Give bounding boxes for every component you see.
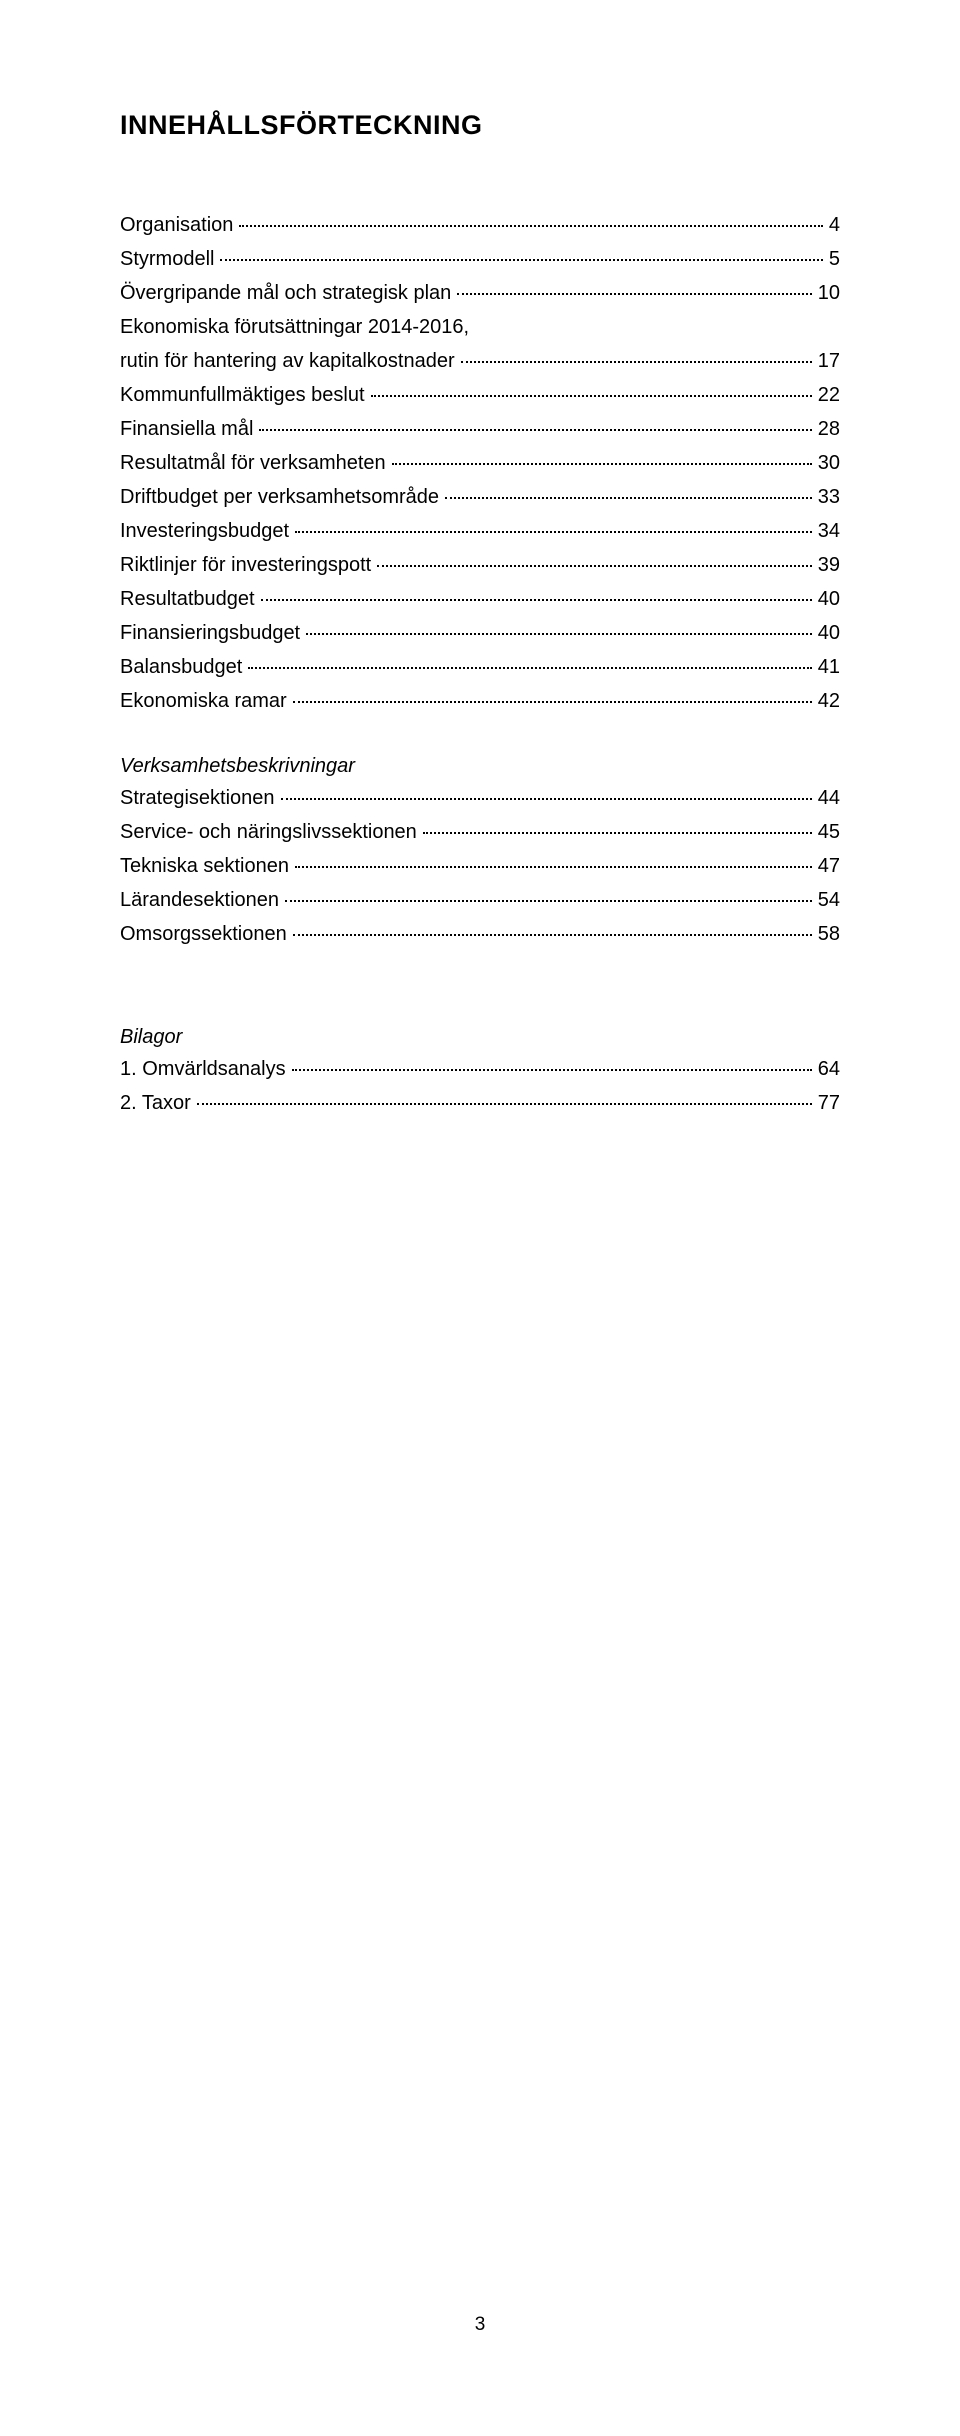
page-number: 3 [0, 2314, 960, 2336]
toc-label: Resultatmål för verksamheten [120, 447, 386, 479]
toc-leader-dots [457, 293, 811, 295]
toc-page-number: 5 [829, 243, 840, 275]
section-heading-verks: Verksamhetsbeskrivningar [120, 755, 840, 778]
toc-row: Kommunfullmäktiges beslut 22 [120, 379, 840, 411]
toc-page-number: 22 [818, 379, 840, 411]
toc-row: Tekniska sektionen 47 [120, 850, 840, 882]
toc-page-number: 77 [818, 1087, 840, 1119]
toc-bilagor: 1. Omvärldsanalys 64 2. Taxor 77 [120, 1053, 840, 1119]
document-page: INNEHÅLLSFÖRTECKNING Organisation4Styrmo… [0, 0, 960, 2436]
toc-page-number: 4 [829, 209, 840, 241]
toc-leader-dots [261, 599, 812, 601]
toc-page-number: 47 [818, 850, 840, 882]
toc-label: Lärandesektionen [120, 884, 279, 916]
toc-leader-dots [281, 798, 812, 800]
toc-row: Balansbudget 41 [120, 651, 840, 683]
toc-page-number: 41 [818, 651, 840, 683]
toc-page-number: 34 [818, 515, 840, 547]
toc-label: 1. Omvärldsanalys [120, 1053, 286, 1085]
toc-row: Resultatbudget 40 [120, 583, 840, 615]
toc-row: Ekonomiska förutsättningar 2014-2016, [120, 311, 840, 343]
toc-leader-dots [285, 900, 812, 902]
toc-row: Strategisektionen 44 [120, 782, 840, 814]
toc-row: rutin för hantering av kapitalkostnader 1… [120, 345, 840, 377]
toc-leader-dots [461, 361, 812, 363]
toc-leader-dots [239, 225, 822, 227]
toc-leader-dots [295, 866, 812, 868]
toc-main: Organisation4Styrmodell5Övergripande mål… [120, 209, 840, 717]
page-title: INNEHÅLLSFÖRTECKNING [120, 110, 840, 141]
toc-row: Lärandesektionen 54 [120, 884, 840, 916]
toc-leader-dots [306, 633, 812, 635]
toc-page-number: 33 [818, 481, 840, 513]
toc-label: Finansieringsbudget [120, 617, 300, 649]
toc-label: Kommunfullmäktiges beslut [120, 379, 365, 411]
toc-leader-dots [259, 429, 811, 431]
toc-row: Omsorgssektionen 58 [120, 918, 840, 950]
toc-row: Resultatmål för verksamheten 30 [120, 447, 840, 479]
toc-row: Investeringsbudget 34 [120, 515, 840, 547]
toc-page-number: 30 [818, 447, 840, 479]
toc-leader-dots [295, 531, 812, 533]
toc-label: Strategisektionen [120, 782, 275, 814]
toc-row: Finansiella mål 28 [120, 413, 840, 445]
toc-leader-dots [392, 463, 812, 465]
toc-label: Service- och näringslivssektionen [120, 816, 417, 848]
toc-label: Ekonomiska ramar [120, 685, 287, 717]
toc-page-number: 10 [818, 277, 840, 309]
toc-row: 2. Taxor 77 [120, 1087, 840, 1119]
toc-leader-dots [293, 701, 812, 703]
toc-label: Övergripande mål och strategisk plan [120, 277, 451, 309]
toc-leader-dots [371, 395, 812, 397]
toc-page-number: 45 [818, 816, 840, 848]
toc-leader-dots [220, 259, 822, 261]
toc-label: Resultatbudget [120, 583, 255, 615]
toc-leader-dots [197, 1103, 812, 1105]
toc-page-number: 44 [818, 782, 840, 814]
toc-leader-dots [248, 667, 811, 669]
toc-label: Investeringsbudget [120, 515, 289, 547]
toc-page-number: 58 [818, 918, 840, 950]
toc-row: Övergripande mål och strategisk plan 10 [120, 277, 840, 309]
toc-label: Riktlinjer för investeringspott [120, 549, 371, 581]
toc-page-number: 54 [818, 884, 840, 916]
toc-row: Service- och näringslivssektionen 45 [120, 816, 840, 848]
toc-page-number: 28 [818, 413, 840, 445]
toc-row: Riktlinjer för investeringspott 39 [120, 549, 840, 581]
toc-label: Omsorgssektionen [120, 918, 287, 950]
section-heading-bilagor: Bilagor [120, 1026, 840, 1049]
toc-label: Driftbudget per verksamhetsområde [120, 481, 439, 513]
toc-page-number: 39 [818, 549, 840, 581]
toc-label: Ekonomiska förutsättningar 2014-2016, [120, 311, 469, 343]
toc-label: Balansbudget [120, 651, 242, 683]
toc-page-number: 17 [818, 345, 840, 377]
toc-label: Styrmodell [120, 243, 214, 275]
toc-label: Finansiella mål [120, 413, 253, 445]
toc-label: 2. Taxor [120, 1087, 191, 1119]
toc-leader-dots [445, 497, 812, 499]
toc-row: Ekonomiska ramar 42 [120, 685, 840, 717]
toc-label: rutin för hantering av kapitalkostnader [120, 345, 455, 377]
toc-row: Styrmodell 5 [120, 243, 840, 275]
toc-row: 1. Omvärldsanalys 64 [120, 1053, 840, 1085]
toc-leader-dots [377, 565, 812, 567]
toc-leader-dots [293, 934, 812, 936]
toc-page-number: 64 [818, 1053, 840, 1085]
toc-row: Organisation 4 [120, 209, 840, 241]
toc-label: Tekniska sektionen [120, 850, 289, 882]
toc-row: Driftbudget per verksamhetsområde 33 [120, 481, 840, 513]
toc-verks: Strategisektionen44Service- och näringsl… [120, 782, 840, 950]
toc-label: Organisation [120, 209, 233, 241]
toc-page-number: 40 [818, 617, 840, 649]
toc-row: Finansieringsbudget 40 [120, 617, 840, 649]
toc-page-number: 40 [818, 583, 840, 615]
toc-page-number: 42 [818, 685, 840, 717]
toc-leader-dots [292, 1069, 812, 1071]
toc-leader-dots [423, 832, 812, 834]
